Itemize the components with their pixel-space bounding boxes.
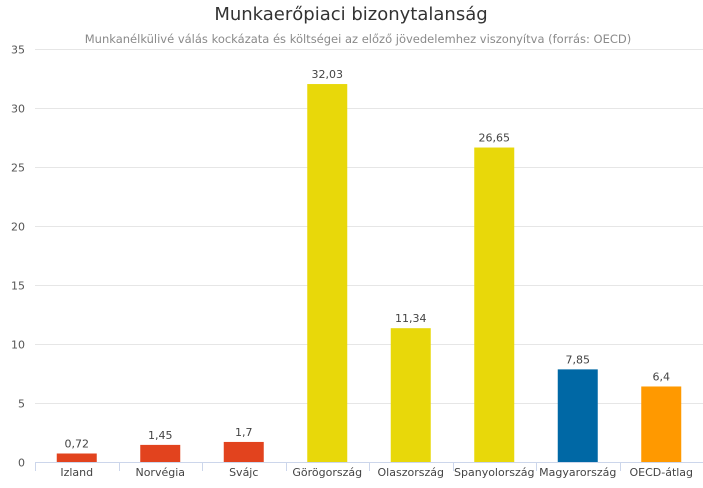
chart-title: Munkaerőpiaci bizonytalanság (214, 4, 487, 25)
bar[interactable] (307, 84, 348, 463)
x-tick-label: Svájc (229, 466, 258, 479)
data-label: 11,34 (395, 312, 427, 325)
x-tick-label: Magyarország (539, 466, 616, 479)
x-tick-label: Norvégia (135, 466, 185, 479)
data-label: 1,7 (235, 426, 253, 439)
y-tick-label: 20 (11, 221, 25, 234)
bar[interactable] (390, 328, 431, 462)
x-axis: Izland Norvégia Svájc Görögország Olaszorszá… (35, 462, 703, 479)
x-tick-label: Spanyolország (454, 466, 534, 479)
bar[interactable] (223, 441, 264, 462)
data-label: 7,85 (566, 353, 591, 366)
bar[interactable] (56, 453, 97, 462)
y-tick-label: 10 (11, 339, 25, 352)
y-tick-label: 15 (11, 280, 25, 293)
data-label: 6,4 (653, 370, 671, 383)
y-tick-label: 5 (18, 398, 25, 411)
bar[interactable] (474, 147, 515, 462)
data-label: 26,65 (479, 132, 511, 145)
bar[interactable] (140, 444, 181, 462)
data-label: 1,45 (148, 429, 173, 442)
bars: 0,72 1,45 1,7 32,03 11,34 26,65 7,85 6,4 (56, 68, 682, 463)
data-label: 0,72 (65, 438, 90, 451)
x-tick-label: OECD-átlag (629, 466, 693, 479)
y-tick-label: 0 (18, 457, 25, 470)
x-tick-label: Olaszország (378, 466, 444, 479)
bar[interactable] (557, 369, 598, 462)
y-tick-label: 35 (11, 44, 25, 57)
bar[interactable] (641, 386, 682, 462)
chart-subtitle: Munkanélkülivé válás kockázata és költsé… (85, 32, 631, 46)
y-tick-label: 25 (11, 162, 25, 175)
x-tick-label: Görögország (292, 466, 362, 479)
x-tick-label: Izland (60, 466, 93, 479)
data-label: 32,03 (312, 68, 344, 81)
y-axis: 0 5 10 15 20 25 30 35 (11, 44, 25, 470)
y-tick-label: 30 (11, 103, 25, 116)
gridlines (35, 49, 703, 404)
